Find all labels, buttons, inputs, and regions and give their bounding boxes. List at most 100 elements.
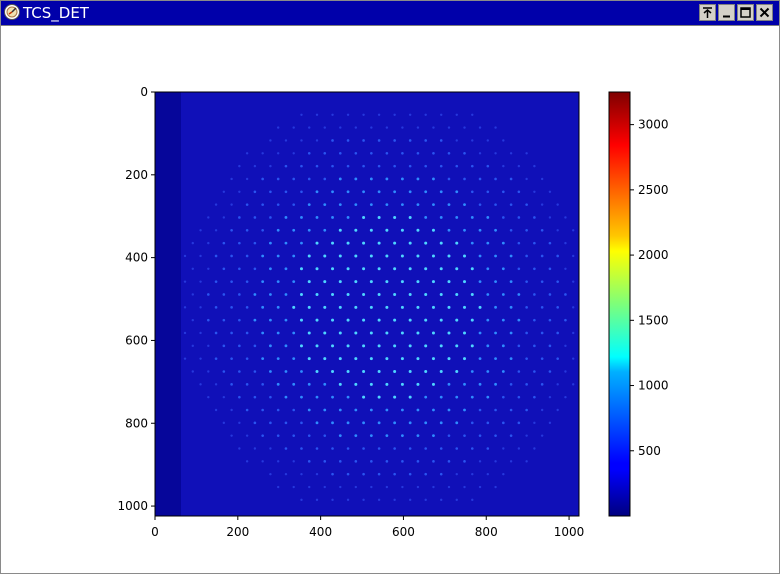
spot — [564, 395, 567, 399]
spot — [455, 267, 459, 271]
spot — [556, 357, 559, 360]
spot — [393, 318, 397, 322]
pin-button[interactable] — [699, 4, 716, 21]
spot — [400, 280, 404, 284]
spot — [432, 485, 435, 489]
spot — [463, 382, 466, 386]
spot — [238, 370, 241, 373]
spot — [393, 369, 397, 373]
spot — [261, 254, 265, 258]
spot — [439, 190, 443, 194]
spot — [401, 460, 404, 463]
spot — [230, 254, 233, 258]
spot — [471, 472, 474, 476]
spot — [548, 293, 552, 296]
spot — [331, 447, 334, 450]
minimize-icon — [723, 15, 730, 18]
spot — [501, 344, 505, 348]
spot — [307, 203, 311, 207]
spot — [431, 357, 435, 361]
spot — [269, 139, 272, 142]
spot — [299, 292, 303, 296]
spot — [214, 254, 218, 258]
spot — [478, 357, 482, 361]
spot — [292, 460, 295, 463]
spot — [424, 395, 428, 399]
spot — [346, 139, 350, 142]
spot — [269, 293, 272, 296]
spot — [230, 331, 233, 335]
y-tick-label: 800 — [125, 416, 148, 430]
spot — [393, 447, 396, 450]
spot — [525, 228, 528, 232]
spot — [501, 293, 505, 296]
spot — [572, 331, 575, 335]
spot — [486, 318, 490, 322]
maximize-button[interactable] — [737, 4, 754, 21]
spot — [431, 305, 435, 309]
spot — [230, 357, 233, 360]
spot — [501, 370, 505, 373]
spot — [284, 370, 288, 373]
spot — [486, 267, 490, 271]
spot — [556, 203, 559, 206]
spot — [540, 306, 544, 309]
x-tick-label: 1000 — [554, 525, 585, 539]
spot — [509, 177, 513, 181]
spot — [315, 241, 319, 245]
spot — [393, 190, 397, 194]
spot — [230, 306, 233, 309]
spot — [502, 395, 505, 399]
spot — [362, 241, 366, 245]
spot — [509, 357, 513, 361]
spot — [486, 241, 490, 245]
spot — [276, 203, 280, 206]
spot — [331, 292, 335, 296]
spot — [416, 151, 420, 155]
spot — [564, 344, 567, 348]
spot — [463, 203, 466, 207]
spot — [199, 229, 202, 232]
spot — [377, 215, 381, 219]
spot — [245, 203, 249, 206]
title-bar[interactable]: TCS_DET — [1, 1, 779, 26]
y-tick-label: 200 — [125, 168, 148, 182]
spot — [362, 421, 365, 425]
spot — [222, 216, 226, 219]
colorbar-gradient — [608, 91, 631, 517]
spot — [416, 408, 420, 412]
close-button[interactable] — [756, 4, 773, 21]
x-tick-label: 200 — [226, 525, 249, 539]
spot — [548, 370, 552, 373]
spot — [323, 485, 326, 489]
spot — [533, 344, 536, 348]
spot — [308, 485, 311, 489]
spot — [269, 344, 272, 348]
y-tick-label: 400 — [125, 251, 148, 265]
spot — [315, 447, 319, 450]
spot — [424, 164, 427, 168]
spot — [238, 318, 241, 322]
spot — [525, 306, 528, 309]
spot — [408, 395, 412, 399]
spot — [346, 113, 350, 116]
y-tick-label: 1000 — [117, 499, 148, 513]
spot — [486, 164, 490, 168]
spot — [191, 344, 194, 348]
spot — [424, 139, 427, 142]
spot — [354, 485, 358, 489]
spot — [393, 498, 396, 502]
spot — [253, 370, 257, 373]
spot — [354, 280, 358, 284]
minimize-button[interactable] — [718, 4, 735, 21]
spot — [253, 447, 257, 450]
spot — [525, 203, 528, 206]
spot — [463, 460, 466, 463]
spot — [346, 395, 350, 399]
spot — [261, 460, 264, 463]
spot — [432, 177, 435, 181]
spot — [470, 164, 474, 168]
spot — [292, 408, 296, 412]
spot — [245, 254, 249, 258]
spot — [416, 280, 420, 284]
